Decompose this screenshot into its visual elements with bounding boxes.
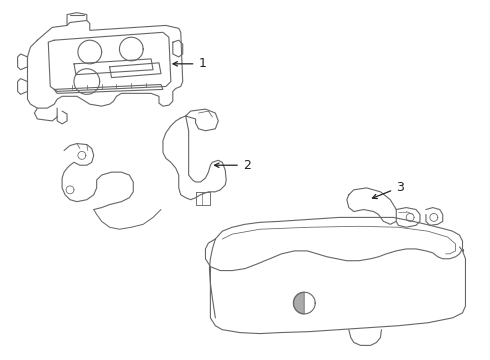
Text: 2: 2 bbox=[243, 159, 251, 172]
Polygon shape bbox=[294, 292, 304, 314]
Text: 1: 1 bbox=[198, 57, 206, 70]
Text: 3: 3 bbox=[396, 181, 404, 194]
